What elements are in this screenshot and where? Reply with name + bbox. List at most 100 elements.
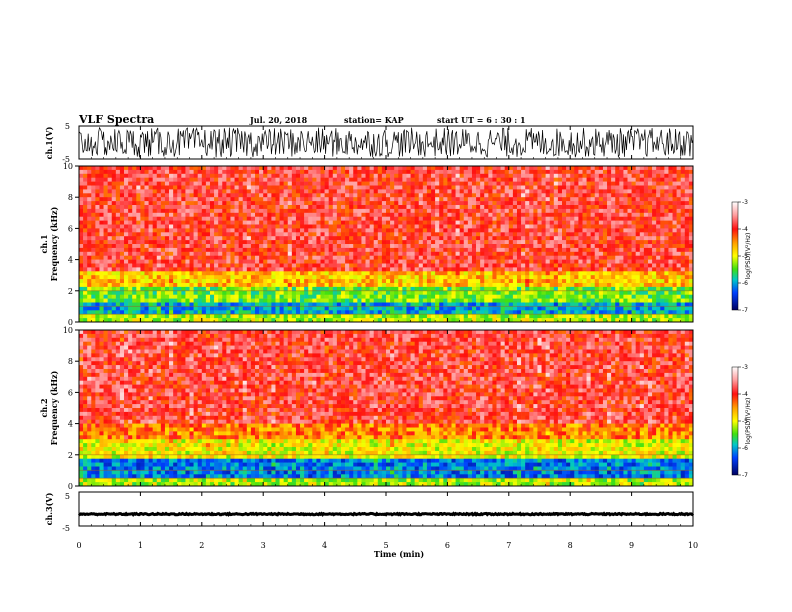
spectrogram-cell bbox=[357, 236, 362, 241]
spectrogram-cell bbox=[525, 283, 530, 288]
spectrogram-cell bbox=[205, 318, 211, 323]
spectrogram-cell bbox=[222, 286, 227, 292]
spectrogram-cell bbox=[328, 240, 334, 245]
spectrogram-cell bbox=[336, 255, 342, 260]
spectrogram-cell bbox=[504, 251, 510, 256]
spectrogram-cell bbox=[320, 185, 325, 190]
spectrogram-cell bbox=[521, 220, 526, 225]
spectrogram-cell bbox=[160, 216, 166, 221]
spectrogram-cell bbox=[553, 271, 559, 276]
spectrogram-cell bbox=[218, 267, 223, 272]
spectrogram-cell bbox=[177, 283, 182, 288]
spectrogram-cell bbox=[455, 244, 460, 249]
spectrogram-cell bbox=[291, 197, 297, 202]
spectrogram-cell bbox=[152, 197, 158, 202]
spectrogram-cell bbox=[361, 193, 366, 198]
spectrogram-cell bbox=[111, 173, 117, 178]
spectrogram-cell bbox=[525, 212, 530, 217]
spectrogram-cell bbox=[390, 263, 395, 268]
spectrogram-cell bbox=[304, 298, 309, 303]
spectrogram-cell bbox=[488, 205, 493, 210]
spectrogram-cell bbox=[467, 208, 473, 214]
spectrogram-cell bbox=[418, 201, 424, 206]
spectrogram-cell bbox=[566, 318, 571, 323]
spectrogram-cell bbox=[148, 290, 153, 295]
spectrogram-cell bbox=[369, 169, 375, 175]
spectrogram-cell bbox=[205, 236, 211, 241]
spectrogram-cell bbox=[320, 197, 325, 202]
spectrogram-cell bbox=[533, 286, 538, 292]
spectrogram-cell bbox=[340, 224, 346, 229]
spectrogram-cell bbox=[435, 279, 440, 284]
spectrogram-cell bbox=[451, 208, 456, 214]
spectrogram-cell bbox=[193, 189, 198, 194]
spectrogram-cell bbox=[467, 283, 473, 288]
spectrogram-cell bbox=[164, 216, 170, 221]
spectrogram-cell bbox=[275, 201, 280, 206]
spectrogram-cell bbox=[169, 201, 174, 206]
spectrogram-cell bbox=[267, 302, 272, 307]
spectrogram-cell bbox=[87, 290, 92, 295]
spectrogram-cell bbox=[492, 197, 497, 202]
spectrogram-cell bbox=[582, 279, 587, 284]
spectrogram-cell bbox=[357, 220, 362, 225]
spectrogram-cell bbox=[136, 255, 141, 260]
spectrogram-cell bbox=[308, 275, 313, 280]
spectrogram-cell bbox=[87, 205, 92, 210]
spectrogram-cell bbox=[164, 267, 170, 272]
spectrogram-cell bbox=[152, 181, 158, 186]
spectrogram-cell bbox=[381, 255, 387, 260]
spectrogram-cell bbox=[79, 228, 84, 233]
spectrogram-cell bbox=[185, 173, 190, 178]
spectrogram-cell bbox=[197, 185, 203, 190]
spectrogram-cell bbox=[189, 279, 194, 284]
spectrogram-cell bbox=[463, 193, 469, 198]
spectrogram-cell bbox=[300, 298, 305, 303]
spectrogram-cell bbox=[553, 298, 559, 303]
spectrogram-cell bbox=[250, 228, 256, 233]
spectrogram-cell bbox=[320, 189, 325, 194]
spectrogram-cell bbox=[345, 251, 350, 256]
spectrogram-cell bbox=[361, 310, 366, 315]
spectrogram-cell bbox=[259, 185, 264, 190]
spectrogram-cell bbox=[431, 271, 436, 276]
spectrogram-cell bbox=[488, 212, 493, 217]
spectrogram-cell bbox=[508, 267, 514, 272]
spectrogram-cell bbox=[574, 232, 579, 237]
spectrogram-cell bbox=[549, 283, 555, 288]
spectrogram-cell bbox=[345, 224, 350, 229]
spectrogram-cell bbox=[361, 240, 366, 245]
spectrogram-cell bbox=[516, 220, 522, 225]
spectrogram-cell bbox=[287, 193, 293, 198]
spectrogram-cell bbox=[386, 271, 391, 276]
spectrogram-cell bbox=[557, 216, 563, 221]
spectrogram-cell bbox=[336, 166, 342, 171]
spectrogram-cell bbox=[205, 306, 211, 311]
spectrogram-cell bbox=[394, 247, 399, 253]
spectrogram-cell bbox=[541, 197, 546, 202]
spectrogram-cell bbox=[394, 201, 399, 206]
spectrogram-cell bbox=[255, 247, 260, 253]
spectrogram-cell bbox=[201, 216, 207, 221]
spectrogram-cell bbox=[124, 259, 129, 264]
spectrogram-cell bbox=[238, 302, 244, 307]
spectrogram-cell bbox=[398, 169, 403, 175]
spectrogram-cell bbox=[140, 169, 145, 175]
spectrogram-cell bbox=[279, 240, 284, 245]
spectrogram-cell bbox=[164, 294, 170, 299]
spectrogram-cell bbox=[406, 255, 411, 260]
spectrogram-cell bbox=[128, 283, 133, 288]
spectrogram-cell bbox=[283, 189, 289, 194]
spectrogram-cell bbox=[148, 310, 153, 315]
spectrogram-cell bbox=[287, 236, 293, 241]
spectrogram-cell bbox=[570, 283, 575, 288]
spectrogram-cell bbox=[312, 208, 317, 214]
spectrogram-cell bbox=[83, 286, 88, 292]
spectrogram-cell bbox=[431, 189, 436, 194]
spectrogram-cell bbox=[283, 251, 289, 256]
spectrogram-cell bbox=[426, 283, 432, 288]
spectrogram-cell bbox=[574, 193, 579, 198]
spectrogram-cell bbox=[132, 236, 137, 241]
spectrogram-cell bbox=[386, 255, 391, 260]
spectrogram-cell bbox=[79, 193, 84, 198]
